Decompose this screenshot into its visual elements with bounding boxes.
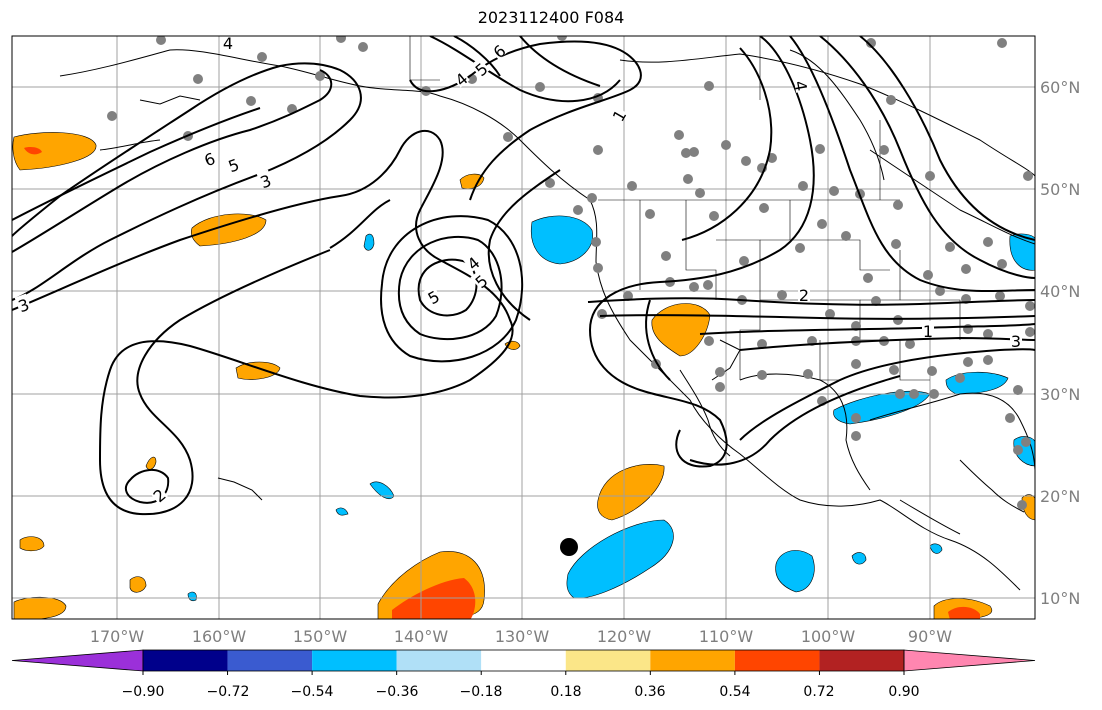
plot-area — [12, 36, 1035, 619]
colorbar-segment — [565, 650, 651, 671]
lon-tick-label: 110°W — [699, 627, 754, 646]
colorbar-tick-label: 0.72 — [803, 684, 834, 700]
contour-label: 1 — [923, 322, 933, 341]
colorbar-segment — [650, 650, 735, 671]
colorbar-segment — [227, 650, 313, 671]
contour-label: 3 — [1011, 332, 1021, 351]
colorbar-tick-label: −0.18 — [460, 684, 503, 700]
colorbar-segment — [143, 650, 228, 671]
contour-label-bg — [423, 285, 442, 306]
colorbar-labels: −0.90 −0.72 −0.54 −0.36 −0.18 0.18 0.36 … — [122, 684, 920, 700]
lon-tick-label: 120°W — [597, 627, 652, 646]
contour-label-bg — [798, 285, 810, 301]
contour-label-bg — [794, 78, 812, 93]
colorbar-segment — [396, 650, 482, 671]
lat-tick-label: 60°N — [1040, 78, 1080, 97]
contour-label-bg — [488, 39, 508, 60]
contour-label-bg — [222, 33, 234, 49]
station-markers — [107, 36, 1035, 510]
lon-tick-label: 140°W — [394, 627, 449, 646]
contour-label-bg — [470, 269, 490, 290]
contour-label: 4 — [223, 34, 233, 53]
contour-label-bg — [148, 483, 168, 504]
contour-label: 2 — [799, 286, 809, 305]
lon-tick-label: 160°W — [192, 627, 247, 646]
colorbar — [11, 649, 1036, 675]
contour-label-bg — [256, 169, 274, 189]
colorbar-tick-label: −0.72 — [207, 684, 250, 700]
lat-tick-label: 30°N — [1040, 385, 1080, 404]
lon-tick-label: 130°W — [495, 627, 550, 646]
lon-tick-label: 170°W — [90, 627, 145, 646]
lat-tick-label: 50°N — [1040, 180, 1080, 199]
contour-label-bg — [922, 321, 934, 337]
contour-label-bg — [200, 147, 218, 167]
coastlines — [59, 49, 1035, 591]
contour-label: 4 — [790, 79, 810, 92]
map-title: 2023112400 F084 — [477, 8, 625, 27]
colorbar-segment — [481, 650, 566, 671]
latitude-axis: 60°N 50°N 40°N 30°N 20°N 10°N — [1040, 78, 1080, 608]
colorbar-tick-label: 0.36 — [634, 684, 665, 700]
colorbar-tick-label: −0.54 — [291, 684, 334, 700]
lon-tick-label: 90°W — [908, 627, 952, 646]
colorbar-tick-label: −0.36 — [376, 684, 419, 700]
longitude-axis: 170°W 160°W 150°W 140°W 130°W 120°W 110°… — [90, 627, 952, 646]
colorbar-tick-label: 0.54 — [719, 684, 750, 700]
contour-label-bg — [1010, 331, 1022, 347]
map-grid — [12, 36, 1035, 619]
contour-label-bg — [470, 57, 490, 78]
lon-tick-label: 100°W — [801, 627, 856, 646]
lat-tick-label: 10°N — [1040, 589, 1080, 608]
colorbar-tick-label: 0.90 — [888, 684, 919, 700]
colorbar-segment — [819, 650, 904, 671]
lon-tick-label: 150°W — [293, 627, 348, 646]
colorbar-extend-high — [903, 649, 1036, 672]
colorbar-tick-label: 0.18 — [550, 684, 581, 700]
plot-frame — [11, 35, 1036, 620]
contour-label-bg — [224, 153, 242, 173]
colorbar-extend-low — [11, 649, 144, 672]
location-marker — [560, 538, 578, 556]
contour-label-bg — [450, 67, 470, 88]
lat-tick-label: 40°N — [1040, 282, 1080, 301]
contour-label-bg — [607, 105, 628, 124]
colorbar-frame — [142, 649, 905, 672]
contour-label-bg — [462, 251, 482, 272]
contour-label-bg — [14, 293, 32, 313]
colorbar-tick-label: −0.90 — [122, 684, 165, 700]
lat-tick-label: 20°N — [1040, 487, 1080, 506]
colorbar-segment — [734, 650, 820, 671]
colorbar-segment — [312, 650, 397, 671]
